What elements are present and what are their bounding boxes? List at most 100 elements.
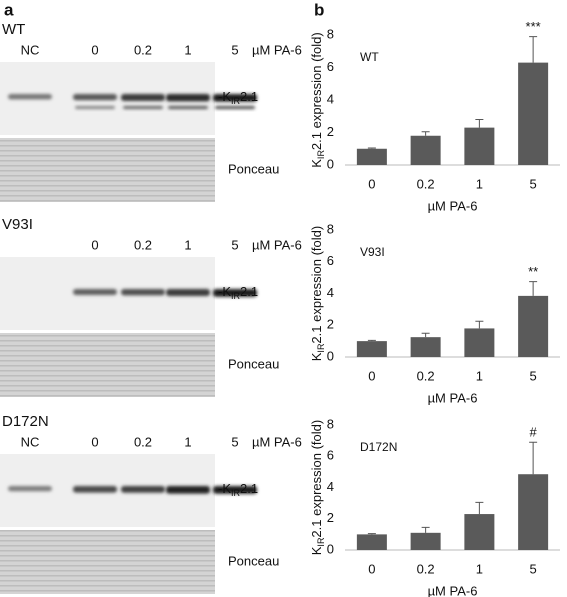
- bar: [464, 127, 495, 165]
- unit-label: µM PA-6: [252, 42, 302, 57]
- x-tick-label: 5: [530, 176, 537, 191]
- x-tick-label: 5: [530, 368, 537, 383]
- band-label-sub: IR: [231, 291, 241, 301]
- y-tick-label: 0: [327, 156, 334, 171]
- band: [73, 486, 117, 493]
- band: [166, 94, 210, 102]
- error-bar: [421, 131, 430, 136]
- lane-label: 0: [91, 237, 98, 252]
- y-axis-label: KIR2.1 expression (fold): [309, 32, 326, 167]
- panel-label: a: [4, 0, 14, 19]
- band-label-part: -K: [218, 89, 231, 104]
- lane-label: NC: [21, 434, 40, 449]
- unit-label: µM PA-6: [252, 434, 302, 449]
- band-label-part: 2.1: [240, 284, 258, 299]
- x-tick-label: 1: [476, 561, 483, 576]
- genotype-label: D172N: [2, 413, 49, 430]
- bar: [518, 62, 549, 165]
- error-bar: [529, 441, 538, 475]
- y-tick-label: 4: [327, 479, 334, 494]
- band: [121, 486, 165, 493]
- loading-label: Ponceau: [228, 553, 279, 568]
- y-axis-label-part: K: [309, 352, 324, 361]
- x-axis-label: µM PA-6: [428, 198, 478, 213]
- x-tick-label: 0: [368, 176, 375, 191]
- bar: [464, 514, 495, 550]
- loading-label: Ponceau: [228, 356, 279, 371]
- band: [75, 106, 115, 109]
- bar: [518, 474, 549, 550]
- band: [215, 106, 255, 109]
- band: [213, 289, 257, 297]
- band: [123, 106, 163, 109]
- y-tick-label: 6: [327, 253, 334, 268]
- band: [213, 486, 257, 494]
- y-tick-label: 0: [327, 348, 334, 363]
- y-axis-label-part: 2.1 expression (fold): [309, 420, 324, 538]
- band: [121, 94, 165, 101]
- error-bar: [529, 281, 538, 296]
- bar: [410, 135, 441, 165]
- bar: [464, 328, 495, 357]
- error-bar: [529, 36, 538, 63]
- genotype-label: V93I: [2, 216, 33, 233]
- y-tick-label: 8: [327, 416, 334, 431]
- lane-label: 5: [231, 237, 238, 252]
- x-tick-label: 0: [368, 368, 375, 383]
- significance-label: ***: [526, 19, 541, 34]
- loading-label: Ponceau: [228, 161, 279, 176]
- x-tick-label: 0: [368, 561, 375, 576]
- lane-label: 0.2: [134, 434, 152, 449]
- x-tick-label: 1: [476, 176, 483, 191]
- band: [73, 94, 117, 101]
- error-bar: [421, 526, 430, 533]
- lane-label: 0: [91, 434, 98, 449]
- significance-label: #: [530, 425, 538, 440]
- y-tick-label: 4: [327, 285, 334, 300]
- band-label-sub: IR: [231, 96, 241, 106]
- error-bar: [475, 320, 484, 329]
- y-tick-label: 0: [327, 541, 334, 556]
- lane-label: 0.2: [134, 237, 152, 252]
- error-bar: [475, 501, 484, 515]
- lane-label: NC: [21, 42, 40, 57]
- y-tick-label: 2: [327, 510, 334, 525]
- error-bar: [367, 339, 376, 342]
- x-axis-label: µM PA-6: [428, 390, 478, 405]
- band-label-sub: IR: [231, 488, 241, 498]
- bar: [410, 337, 441, 357]
- bar: [356, 148, 387, 165]
- error-bar: [367, 147, 376, 149]
- bar: [356, 534, 387, 550]
- lane-label: 0: [91, 42, 98, 57]
- y-axis-label-part: 2.1 expression (fold): [309, 32, 324, 150]
- band: [166, 486, 210, 494]
- band: [168, 106, 208, 109]
- ponceau-stain: [0, 333, 215, 397]
- x-tick-label: 0.2: [417, 176, 435, 191]
- genotype-label: WT: [2, 21, 25, 38]
- x-tick-label: 1: [476, 368, 483, 383]
- x-axis-label: µM PA-6: [428, 583, 478, 597]
- y-axis-label: KIR2.1 expression (fold): [309, 420, 326, 555]
- x-tick-label: 0.2: [417, 561, 435, 576]
- band-label-part: -K: [218, 284, 231, 299]
- band: [73, 289, 117, 295]
- y-axis-label: KIR2.1 expression (fold): [309, 226, 326, 361]
- band: [8, 94, 52, 100]
- y-tick-label: 6: [327, 448, 334, 463]
- bar: [518, 295, 549, 357]
- error-bar: [367, 533, 376, 535]
- x-tick-label: 5: [530, 561, 537, 576]
- y-tick-label: 2: [327, 317, 334, 332]
- ponceau-stain: [0, 138, 215, 202]
- error-bar: [475, 119, 484, 128]
- band-label-part: 2.1: [240, 89, 258, 104]
- y-axis-label-part: 2.1 expression (fold): [309, 226, 324, 344]
- panel-label: b: [314, 0, 324, 19]
- band: [166, 289, 210, 296]
- band-label: -KIR2.1: [218, 284, 258, 301]
- bar: [356, 341, 387, 357]
- lane-label: 5: [231, 42, 238, 57]
